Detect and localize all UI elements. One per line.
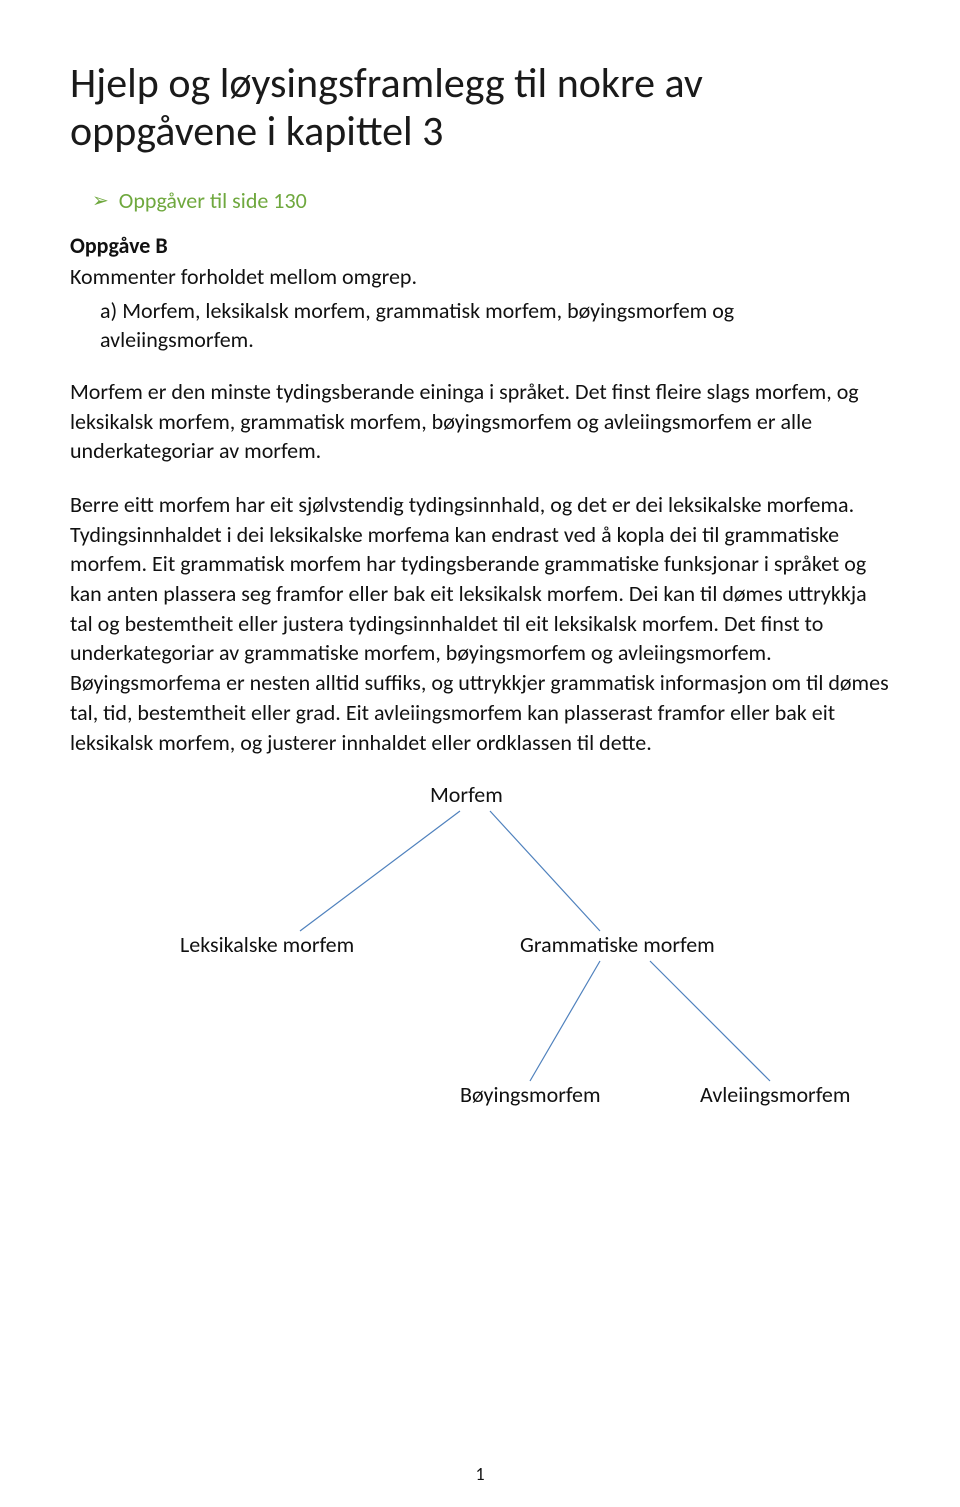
tree-node-boy: Bøyingsmorfem — [460, 1081, 601, 1108]
arrow-icon: ➢ — [92, 188, 109, 213]
section-bullet: ➢ Oppgåver til side 130 — [92, 187, 890, 214]
tree-node-avl: Avleiingsmorfem — [700, 1081, 850, 1108]
list-item-a-prefix: a) — [100, 297, 117, 324]
morfem-tree-diagram: Morfem Leksikalske morfem Grammatiske morf… — [70, 781, 890, 1141]
task-heading: Oppgåve B — [70, 232, 890, 259]
page: Hjelp og løysingsframlegg til nokre av o… — [0, 0, 960, 1507]
tree-node-root: Morfem — [430, 781, 503, 808]
list-item-a-text: Morfem, leksikalsk morfem, grammatisk mo… — [100, 297, 734, 354]
page-number: 1 — [0, 1463, 960, 1485]
page-title: Hjelp og løysingsframlegg til nokre av o… — [70, 60, 890, 157]
tree-node-lex: Leksikalske morfem — [180, 931, 354, 958]
paragraph-1: Morfem er den minste tydingsberande eini… — [70, 377, 890, 466]
section-bullet-label: Oppgåver til side 130 — [119, 187, 307, 214]
task-subheading: Kommenter forholdet mellom omgrep. — [70, 263, 890, 290]
tree-node-gram: Grammatiske morfem — [520, 931, 715, 958]
paragraph-2: Berre eitt morfem har eit sjølvstendig t… — [70, 490, 890, 757]
list-item-a: a) Morfem, leksikalsk morfem, grammatisk… — [70, 296, 890, 355]
